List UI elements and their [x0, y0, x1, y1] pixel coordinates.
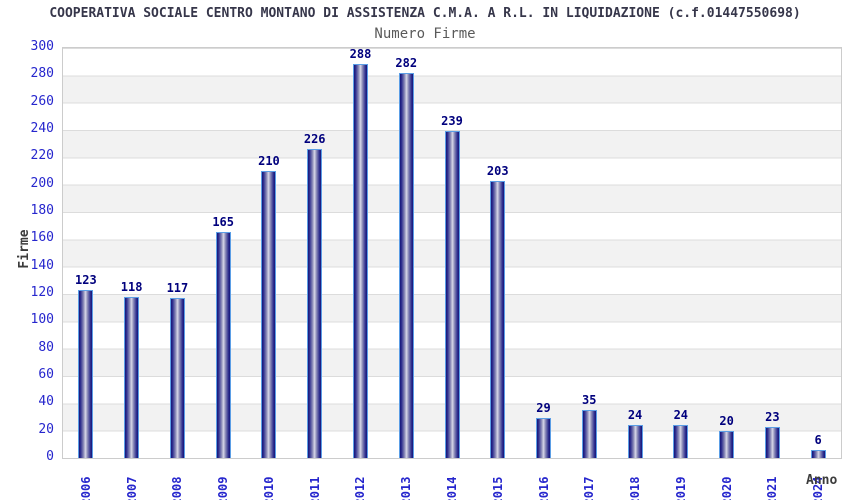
chart-title: COOPERATIVA SOCIALE CENTRO MONTANO DI AS…: [49, 6, 801, 21]
bar: [169, 298, 185, 458]
y-tick-label: 260: [30, 93, 54, 109]
y-tick-label: 40: [38, 394, 54, 410]
bar-value-label: 24: [627, 408, 643, 422]
y-tick-label: 100: [30, 312, 54, 328]
bar-value-label: 118: [120, 280, 143, 294]
bar-value-label: 123: [75, 273, 97, 287]
y-tick-label: 60: [38, 367, 54, 382]
x-tick-label: 2010: [261, 476, 276, 500]
chart-subtitle: Numero Firme: [374, 26, 476, 42]
bar: [261, 171, 277, 458]
bar: [719, 431, 735, 458]
x-tick-label: 2006: [78, 476, 93, 500]
y-tick-label: 240: [30, 121, 54, 136]
bar-value-label: 6: [814, 433, 822, 447]
plot-area: 123 2006 118 2007 117 2008 165 2009 210 2010 226 20…: [62, 47, 842, 500]
x-tick-label: 2019: [673, 476, 688, 500]
x-tick-label: 2007: [124, 476, 139, 500]
y-tick-label: 20: [38, 421, 54, 437]
bar: [627, 425, 643, 458]
y-tick-label: 300: [30, 39, 54, 54]
x-tick-label: 2016: [536, 476, 551, 500]
y-tick-label: 180: [30, 203, 54, 218]
bar-value-label: 24: [673, 408, 689, 422]
bar-value-label: 29: [536, 401, 551, 415]
bar: [764, 427, 780, 458]
bar: [78, 290, 94, 458]
y-tick-label: 0: [46, 449, 54, 464]
bar-value-label: 282: [395, 56, 418, 70]
x-tick-label: 2017: [582, 476, 597, 500]
y-tick-label: 160: [30, 230, 54, 246]
bar: [444, 131, 460, 458]
bar-value-label: 210: [258, 154, 280, 168]
bar-value-label: 35: [582, 393, 597, 407]
x-tick-label: 2012: [353, 476, 368, 500]
y-tick-label: 80: [38, 339, 54, 355]
bar: [124, 297, 140, 458]
x-tick-label: 2021: [765, 476, 780, 500]
y-tick-label: 220: [30, 148, 54, 164]
bar: [581, 410, 597, 458]
bar-value-label: 226: [303, 132, 326, 146]
x-tick-label: 2011: [307, 476, 322, 500]
bar-value-label: 288: [349, 47, 372, 61]
x-tick-label: 2013: [399, 476, 414, 500]
bar-value-label: 239: [441, 114, 463, 128]
bar: [673, 425, 689, 458]
bar-value-label: 203: [486, 164, 509, 178]
bar: [352, 64, 368, 458]
x-tick-label: 2008: [170, 476, 185, 500]
y-tick-label: 120: [30, 285, 54, 300]
bar-value-label: 20: [719, 414, 734, 428]
bar: [490, 181, 506, 458]
bar: [810, 450, 826, 458]
bar: [536, 418, 552, 458]
x-tick-label: 2018: [628, 476, 643, 500]
x-tick-label: 2020: [719, 476, 734, 500]
bar-value-label: 165: [212, 215, 235, 229]
x-axis-title: Anno: [806, 473, 838, 488]
y-tick-label: 280: [30, 66, 54, 82]
y-tick-label: 140: [30, 257, 54, 273]
x-tick-label: 2015: [490, 476, 505, 500]
bar: [215, 232, 231, 458]
x-tick-label: 2009: [216, 476, 231, 500]
bar: [307, 149, 323, 458]
bar-value-label: 117: [166, 281, 189, 295]
bar: [398, 73, 414, 458]
y-tick-label: 200: [30, 175, 54, 191]
bar-value-label: 23: [765, 410, 780, 424]
x-tick-label: 2014: [445, 476, 459, 500]
